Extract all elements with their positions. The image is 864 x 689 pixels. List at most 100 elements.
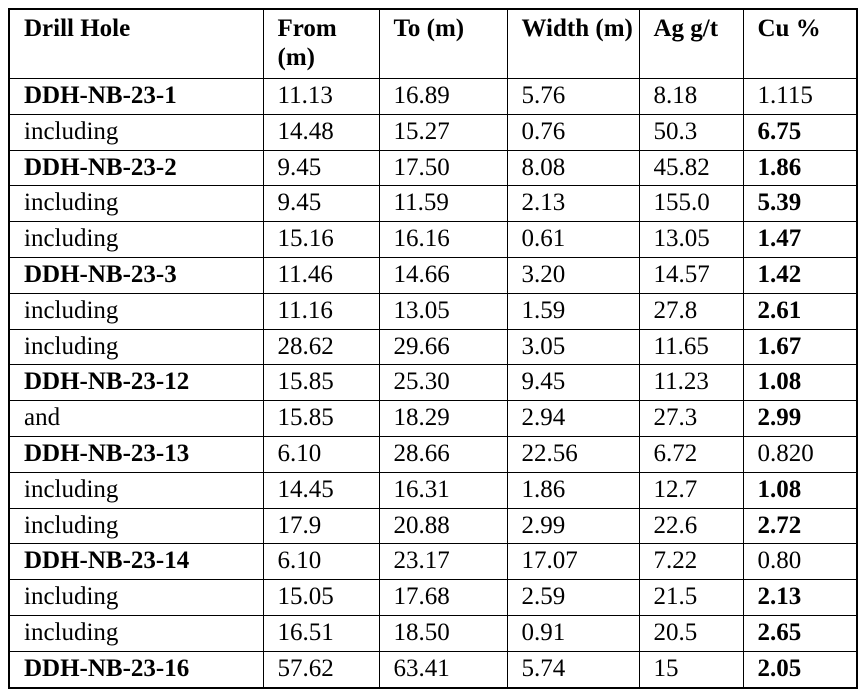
table-cell: 11.13 — [262, 78, 380, 115]
table-cell: 1.08 — [742, 471, 858, 509]
table-cell: 13.05 — [378, 292, 508, 330]
table-cell: 17.68 — [378, 579, 508, 616]
table-cell: 14.48 — [262, 113, 380, 151]
table-cell: including — [8, 507, 264, 545]
table-cell: 15 — [638, 650, 744, 689]
table-cell: 17.07 — [506, 543, 640, 581]
table-cell: 3.20 — [506, 256, 640, 294]
table-cell: 0.61 — [506, 221, 640, 258]
table-cell: 2.05 — [742, 650, 858, 689]
table-cell: 29.66 — [378, 328, 508, 366]
table-cell: including — [8, 185, 264, 223]
table-cell: 27.3 — [638, 400, 744, 437]
table-cell: 8.08 — [506, 149, 640, 187]
table-row: DDH-NB-23-16 57.62 63.41 5.74 15 2.05 — [8, 650, 858, 689]
table-cell: 22.56 — [506, 435, 640, 473]
table-cell: 9.45 — [262, 149, 380, 187]
table-row: including 17.9 20.88 2.99 22.6 2.72 — [8, 507, 858, 545]
table-cell: 1.42 — [742, 256, 858, 294]
table-cell: 57.62 — [262, 650, 380, 689]
table-cell: 5.74 — [506, 650, 640, 689]
header-cell: Drill Hole — [8, 8, 264, 79]
table-cell: 11.46 — [262, 256, 380, 294]
table-cell: 6.10 — [262, 543, 380, 581]
table-row: including 15.16 16.16 0.61 13.05 1.47 — [8, 221, 858, 258]
table-cell: 12.7 — [638, 471, 744, 509]
table-row: DDH-NB-23-1 11.13 16.89 5.76 8.18 1.115 — [8, 78, 858, 115]
table-row: DDH-NB-23-2 9.45 17.50 8.08 45.82 1.86 — [8, 149, 858, 187]
table-cell: 6.72 — [638, 435, 744, 473]
table-row: including 28.62 29.66 3.05 11.65 1.67 — [8, 328, 858, 366]
table-cell: including — [8, 292, 264, 330]
table-cell: 3.05 — [506, 328, 640, 366]
table-cell: 0.91 — [506, 614, 640, 652]
table-cell: 16.31 — [378, 471, 508, 509]
table-cell: 2.94 — [506, 400, 640, 437]
table-cell: 15.85 — [262, 364, 380, 402]
table-cell: 11.16 — [262, 292, 380, 330]
table-row: including 9.45 11.59 2.13 155.0 5.39 — [8, 185, 858, 223]
table-row: DDH-NB-23-13 6.10 28.66 22.56 6.72 0.820 — [8, 435, 858, 473]
table-cell: including — [8, 221, 264, 258]
table-cell: 15.16 — [262, 221, 380, 258]
table-row: and 15.85 18.29 2.94 27.3 2.99 — [8, 400, 858, 437]
table-cell: DDH-NB-23-2 — [8, 149, 264, 187]
table-cell: 20.5 — [638, 614, 744, 652]
table-cell: 155.0 — [638, 185, 744, 223]
table-cell: 18.29 — [378, 400, 508, 437]
table-cell: 17.50 — [378, 149, 508, 187]
table-cell: 2.13 — [506, 185, 640, 223]
table-cell: 5.76 — [506, 78, 640, 115]
table-cell: 5.39 — [742, 185, 858, 223]
table-cell: 9.45 — [262, 185, 380, 223]
table-cell: DDH-NB-23-14 — [8, 543, 264, 581]
table-cell: and — [8, 400, 264, 437]
table-cell: 25.30 — [378, 364, 508, 402]
table-row: including 15.05 17.68 2.59 21.5 2.13 — [8, 579, 858, 616]
table-cell: 23.17 — [378, 543, 508, 581]
table-cell: including — [8, 328, 264, 366]
table-cell: 9.45 — [506, 364, 640, 402]
table-cell: 28.66 — [378, 435, 508, 473]
table-cell: 8.18 — [638, 78, 744, 115]
table-cell: 15.85 — [262, 400, 380, 437]
table-cell: 2.72 — [742, 507, 858, 545]
table-cell: 1.59 — [506, 292, 640, 330]
table-cell: DDH-NB-23-1 — [8, 78, 264, 115]
table-cell: DDH-NB-23-16 — [8, 650, 264, 689]
table-cell: 0.820 — [742, 435, 858, 473]
table-cell: 16.89 — [378, 78, 508, 115]
table-cell: 14.45 — [262, 471, 380, 509]
table-cell: 15.27 — [378, 113, 508, 151]
table-cell: 0.80 — [742, 543, 858, 581]
table-cell: 1.115 — [742, 78, 858, 115]
table-cell: 63.41 — [378, 650, 508, 689]
header-row: Drill Hole From (m) To (m) Width (m) Ag g/t C… — [8, 8, 858, 79]
table-cell: 1.86 — [742, 149, 858, 187]
table-cell: 16.16 — [378, 221, 508, 258]
table-cell: 22.6 — [638, 507, 744, 545]
table-cell: including — [8, 471, 264, 509]
table-cell: including — [8, 579, 264, 616]
table-row: including 16.51 18.50 0.91 20.5 2.65 — [8, 614, 858, 652]
table-cell: 11.65 — [638, 328, 744, 366]
table-cell: 6.10 — [262, 435, 380, 473]
table-cell: 1.67 — [742, 328, 858, 366]
data-table: Drill Hole From (m) To (m) Width (m) Ag g/t C… — [8, 8, 858, 689]
table-row: including 14.45 16.31 1.86 12.7 1.08 — [8, 471, 858, 509]
table-cell: 2.99 — [506, 507, 640, 545]
table-cell: 2.99 — [742, 400, 858, 437]
table-cell: 11.23 — [638, 364, 744, 402]
table-cell: 28.62 — [262, 328, 380, 366]
table-cell: 2.65 — [742, 614, 858, 652]
table-cell: including — [8, 614, 264, 652]
table-cell: 50.3 — [638, 113, 744, 151]
header-cell: From (m) — [262, 8, 380, 79]
table-cell: 17.9 — [262, 507, 380, 545]
table-cell: 18.50 — [378, 614, 508, 652]
table-cell: 0.76 — [506, 113, 640, 151]
table-cell: 6.75 — [742, 113, 858, 151]
table-cell: 2.59 — [506, 579, 640, 616]
table-cell: 1.86 — [506, 471, 640, 509]
table-cell: including — [8, 113, 264, 151]
